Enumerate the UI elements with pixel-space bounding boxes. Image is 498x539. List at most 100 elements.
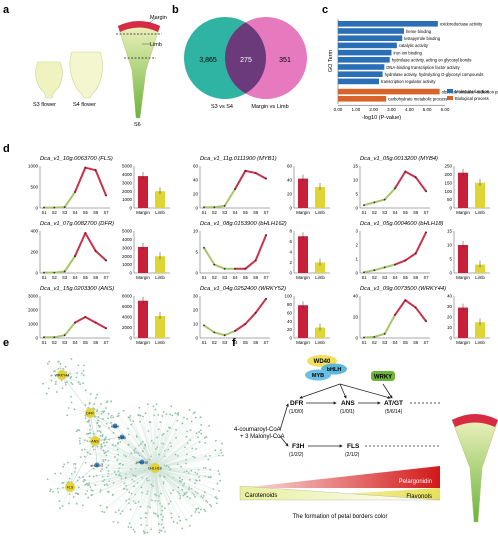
expression-line-segment <box>94 169 107 197</box>
expression-point <box>63 270 66 273</box>
network-node <box>59 472 62 475</box>
network-node <box>87 420 90 423</box>
network-node <box>204 510 207 513</box>
gene-ans: ANS <box>341 400 355 407</box>
network-node <box>200 423 203 426</box>
network-node <box>153 414 155 417</box>
network-node <box>98 430 101 432</box>
network-node <box>103 511 106 514</box>
stage-tick: S6 <box>253 275 259 280</box>
network-node <box>79 383 82 386</box>
s6-flower-image <box>117 21 161 119</box>
line-y-tick: 40 <box>193 178 199 183</box>
expression-line-segment <box>254 234 267 262</box>
expression-bar <box>458 172 468 208</box>
go-term-label: catalytic activity <box>399 43 429 48</box>
network-node <box>107 464 110 467</box>
expression-point <box>414 176 417 179</box>
network-node <box>160 513 163 516</box>
stage-tick: S7 <box>263 210 269 215</box>
hub-node-wrky52 <box>139 459 145 465</box>
bar-y-tick: 1000 <box>122 262 133 267</box>
line-y-tick: 20 <box>353 315 359 320</box>
network-node <box>63 463 66 466</box>
expression-bar <box>458 245 468 273</box>
network-node <box>99 470 102 472</box>
go-bar <box>338 88 440 95</box>
gene-f3h-count: (1/2/2) <box>289 452 304 458</box>
go-x-tick: 0.00 <box>334 107 343 112</box>
hub-edge <box>69 440 96 488</box>
bar-y-tick: 6 <box>289 239 292 244</box>
network-node <box>205 499 207 502</box>
go-x-tick: 4.00 <box>405 107 414 112</box>
bar-y-tick: 20 <box>287 192 293 197</box>
expression-point <box>43 271 45 274</box>
line-y-tick: 0 <box>195 271 198 276</box>
expression-point <box>414 252 417 255</box>
expression-point <box>74 255 76 258</box>
expression-line-segment <box>63 321 76 337</box>
network-node <box>197 507 200 510</box>
network-node <box>159 421 162 424</box>
network-node <box>183 416 185 419</box>
expression-bar <box>458 307 468 338</box>
bar-category-label: Limb <box>155 340 165 345</box>
bar-y-tick: 4000 <box>122 237 133 242</box>
network-node <box>86 451 89 454</box>
panel-label-c: c <box>322 4 328 16</box>
network-node <box>187 472 190 475</box>
network-node <box>158 453 160 456</box>
expression-line-segment <box>213 263 226 270</box>
bar-y-tick: 30 <box>447 304 453 309</box>
network-node <box>198 431 200 433</box>
network-node <box>183 492 186 495</box>
hub-edge <box>69 464 98 488</box>
network-node <box>102 460 105 463</box>
network-node <box>133 530 136 533</box>
hub-edge <box>61 374 91 414</box>
network-node <box>77 381 80 384</box>
expression-line-segment <box>244 311 257 325</box>
stage-tick: S7 <box>103 275 109 280</box>
network-node <box>81 504 84 507</box>
network-node <box>127 416 130 419</box>
network-node <box>207 458 210 461</box>
network-node <box>168 502 170 505</box>
expression-line-segment <box>223 330 236 337</box>
go-legend-label: Biological process <box>455 96 489 101</box>
expression-bar <box>475 182 485 208</box>
line-y-tick: 0 <box>195 336 198 341</box>
line-y-tick: 10 <box>193 229 199 234</box>
gene-title: Dca_v1_09g.0073500 (WRKY44) <box>360 286 446 292</box>
expression-point <box>363 336 365 339</box>
network-node <box>90 465 93 468</box>
limb-label: Limb <box>150 42 162 48</box>
network-node <box>195 479 197 482</box>
expression-point <box>244 170 247 172</box>
bar-category-label: Limb <box>475 275 485 280</box>
network-node <box>112 482 115 484</box>
network-node <box>152 442 155 444</box>
network-node <box>95 397 97 399</box>
network-node <box>96 430 99 432</box>
bar-y-tick: 40 <box>287 319 293 324</box>
expression-line-segment <box>363 201 376 207</box>
network-node <box>159 529 161 532</box>
network-node <box>169 468 172 471</box>
network-node <box>218 489 220 492</box>
network-node <box>195 508 198 510</box>
venn-left-count: 3,865 <box>199 57 217 64</box>
network-node <box>217 454 220 457</box>
line-y-tick: 1 <box>355 257 358 262</box>
line-y-tick: 0 <box>355 336 358 341</box>
expression-bar <box>315 262 325 273</box>
network-node <box>190 514 193 517</box>
network-node <box>191 447 194 450</box>
network-node <box>180 465 183 468</box>
stage-tick: S3 <box>222 210 228 215</box>
expression-line-segment <box>404 299 417 309</box>
bar-y-tick: 250 <box>444 164 452 169</box>
network-node <box>152 405 155 408</box>
network-node <box>199 429 202 432</box>
